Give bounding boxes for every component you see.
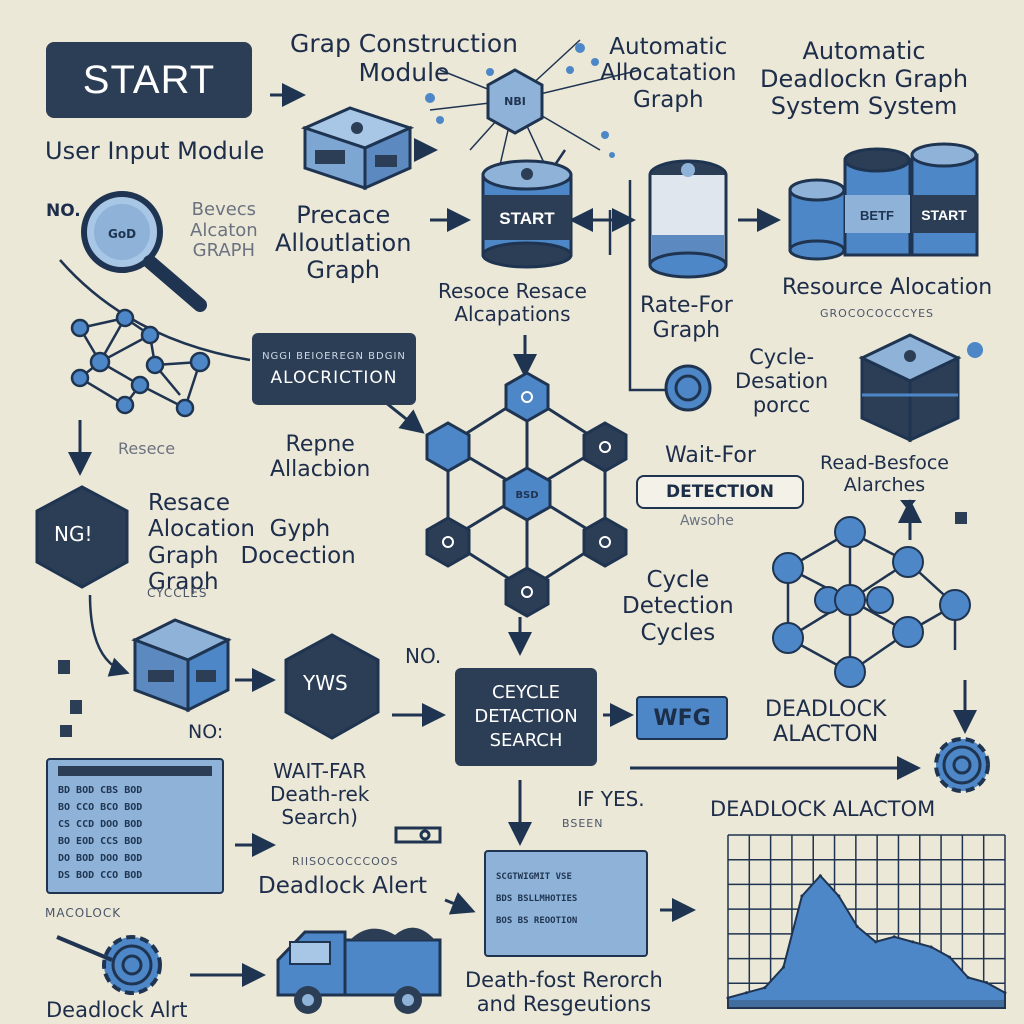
database-stack-icon: BETF START [790, 144, 977, 259]
list-panel-header [58, 766, 212, 776]
chart-point [745, 991, 748, 994]
cycles-small-label: CYCCLES [147, 587, 207, 601]
gear-icon [936, 739, 988, 791]
cycle-detection-search-box[interactable]: CEYCLE DETACTION SEARCH [455, 668, 597, 766]
allocation-box-caption: NGGI BEIOEREGN BDGIN [262, 351, 406, 362]
report-row: BDS BSLLMHOTIES [496, 888, 636, 910]
chart-point [985, 981, 988, 984]
resource-allocation-right-label: Resource Alocation [782, 275, 992, 300]
resece-faded-label: Resece [118, 440, 175, 458]
detection-sublabel: Awsohe [680, 513, 734, 529]
repne-allocation-label: Repne Allacbion [270, 432, 370, 483]
no-mid-label: NO. [405, 645, 441, 668]
svg-text:BETF: BETF [860, 208, 894, 223]
faded-process-label: Bevecs Alcaton GRAPH [190, 200, 258, 262]
resource-allocation-right-sublabel: GROCOCOCCCYES [820, 308, 934, 321]
if-yes-sublabel: BSEEN [562, 818, 603, 831]
graph-module-cube-icon [305, 108, 410, 188]
list-row: BD BOD CBS BOD [58, 782, 212, 799]
list-row: BO EOD CCS BOD [58, 833, 212, 850]
list-rows: BD BOD CBS BODBO CCO BCO BODCS CCD DOO B… [48, 782, 222, 884]
svg-text:START: START [499, 209, 555, 228]
no-hexagon-label: NG! [54, 523, 92, 546]
chart-area-series [728, 876, 1005, 1008]
start-button[interactable]: START [46, 42, 252, 118]
report-row: SCGTWIGMIT VSE [496, 866, 636, 888]
alert-gear-icon [57, 937, 160, 993]
wait-far-label: WAIT-FAR Death-rek Search) [270, 760, 369, 829]
report-rows: SCGTWIGMIT VSEBDS BSLLMHOTIESBOS BS REOO… [486, 852, 646, 946]
death-fost-label: Death-fost Rerorch and Resgeutions [465, 968, 663, 1016]
chart-point [837, 895, 840, 898]
magnifier-icon: GoD [84, 194, 200, 305]
chart-point [1004, 991, 1007, 994]
chart-point [967, 976, 970, 979]
deadlock-alert-label: Deadlock Alert [258, 873, 427, 899]
user-input-label: User Input Module [45, 138, 264, 166]
chart-title: DEADLOCK ALACTOM [710, 797, 935, 821]
deadlock-alert-sublabel: RIISOCOCCCOOS [292, 856, 398, 869]
yes-hexagon-label: YWS [303, 672, 348, 695]
no-label-top: NO. [46, 202, 81, 222]
chart-point [948, 956, 951, 959]
list-row: DS BOD CCO BOD [58, 867, 212, 884]
chart-baseline [728, 1000, 1005, 1008]
cycle-target-icon [666, 366, 710, 410]
resource-cube-icon [862, 335, 958, 440]
report-row: BOS BS REOOTION [496, 910, 636, 932]
chart-point [727, 996, 730, 999]
svg-text:GoD: GoD [108, 227, 136, 241]
graph-construction-label: Grap Construction Module [290, 30, 518, 88]
read-resource-label: Read-Besfoce Alarches [820, 453, 949, 497]
automatic-allocation-label: Automatic Allocatation Graph [600, 34, 737, 113]
chart-point [800, 895, 803, 898]
right-network-graph-icon [773, 517, 970, 687]
deadlock-chart [728, 835, 1005, 1008]
deadlock-alert-bottom-label: Deadlock Alrt [46, 998, 187, 1022]
chart-point [930, 945, 933, 948]
process-allocation-label: Precace Alloutlation Graph [275, 202, 411, 285]
process-list-panel: BD BOD CBS BODBO CCO BCO BODCS CCD DOO B… [46, 758, 224, 894]
detection-pill[interactable]: DETECTION [636, 475, 804, 509]
list-row: DO BOD DOO BOD [58, 850, 212, 867]
rate-for-graph-label: Rate-For Graph [640, 293, 733, 344]
list-row: CS CCD DOO BOD [58, 816, 212, 833]
left-network-graph-icon [72, 310, 209, 416]
allocation-box-title: ALOCRICTION [271, 368, 398, 388]
wfg-badge: WFG [636, 696, 728, 740]
cycle-detection-cycles-label: Cycle Detection Cycles [622, 567, 734, 646]
deadlock-small-label: MACOLOCK [45, 907, 121, 921]
svg-text:BSD: BSD [515, 490, 538, 501]
svg-text:START: START [921, 207, 967, 223]
chart-point [874, 940, 877, 943]
resace-allocation-label: Resace Alocation Gyph Graph Docection Gr… [148, 490, 356, 596]
chart-point [856, 925, 859, 928]
chart-point [763, 986, 766, 989]
if-yes-label: IF YES. [577, 788, 645, 811]
start-database-icon: START [483, 161, 571, 267]
truck-icon [278, 928, 440, 1014]
chart-point [782, 966, 785, 969]
rate-graph-cylinder-icon [650, 161, 726, 277]
allocation-box: NGGI BEIOEREGN BDGIN ALOCRICTION [252, 333, 416, 405]
cycle-detection-search-text: CEYCLE DETACTION SEARCH [474, 681, 577, 754]
svg-text:NBI: NBI [504, 95, 526, 108]
key-icon [396, 828, 440, 842]
list-row: BO CCO BCO BOD [58, 799, 212, 816]
decision-cube-icon [135, 620, 228, 710]
deadlock-allocation-right-label: DEADLOCK ALACTON [765, 697, 886, 748]
chart-point [819, 874, 822, 877]
chart-point [893, 935, 896, 938]
no-left-label: NO: [188, 722, 223, 744]
report-panel: SCGTWIGMIT VSEBDS BSLLMHOTIESBOS BS REOO… [484, 850, 648, 957]
wait-for-label: Wait-For [665, 443, 756, 468]
cycle-desation-label: Cycle- Desation porcc [735, 345, 828, 417]
resource-allocations-label: Resoce Resace Alcapations [438, 280, 587, 326]
central-hex-network-icon: BSD [427, 373, 626, 616]
chart-point [911, 940, 914, 943]
automatic-deadlock-label: Automatic Deadlockn Graph System System [760, 38, 968, 121]
